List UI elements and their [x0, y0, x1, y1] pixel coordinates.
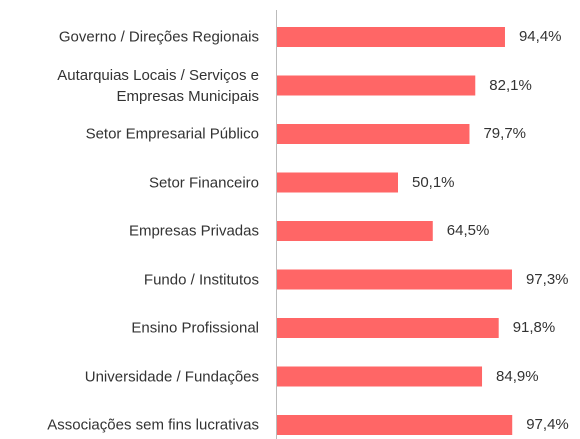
- category-label: Setor Financeiro: [148, 174, 259, 191]
- category-label: Universidade / Fundações: [84, 368, 259, 385]
- bar: [277, 269, 512, 290]
- value-label: 97,4%: [526, 416, 569, 433]
- bar: [277, 75, 476, 96]
- bar: [277, 318, 499, 338]
- value-label: 91,8%: [512, 319, 556, 336]
- value-label: 82,1%: [489, 76, 532, 94]
- bar: [277, 27, 505, 47]
- category-label: Fundo / Institutos: [143, 271, 259, 288]
- bar: [277, 172, 398, 193]
- bar: [277, 415, 513, 435]
- bar: [277, 366, 483, 387]
- value-label: 79,7%: [483, 125, 527, 142]
- bar: [277, 221, 433, 241]
- category-label: Ensino Profissional: [131, 319, 259, 337]
- category-label: Autarquias Locais / Serviços e Empresas …: [57, 66, 259, 105]
- value-label: 97,3%: [525, 270, 569, 288]
- value-label: 84,9%: [496, 367, 539, 385]
- category-label: Associações sem fins lucrativas: [47, 416, 259, 434]
- value-label: 50,1%: [411, 173, 455, 191]
- value-label: 94,4%: [518, 28, 562, 45]
- category-label: Setor Empresarial Público: [85, 125, 259, 143]
- category-label: Governo / Direções Regionais: [58, 28, 259, 46]
- bar: [277, 124, 470, 144]
- value-label: 64,5%: [446, 222, 490, 239]
- category-label: Empresas Privadas: [128, 222, 259, 240]
